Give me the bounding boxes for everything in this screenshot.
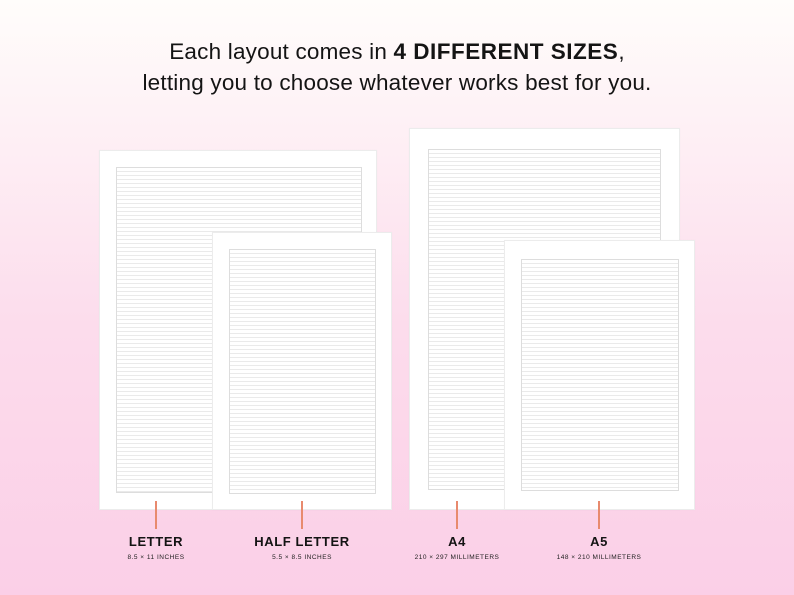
size-dimensions: 148 × 210 MILLIMETERS (556, 554, 642, 561)
a5-label: A5 148 × 210 MILLIMETERS (519, 534, 679, 561)
size-dimensions: 5.5 × 8.5 INCHES (272, 554, 332, 561)
headline-line-2: letting you to choose whatever works bes… (142, 70, 652, 95)
half-letter-tick (301, 501, 303, 529)
a5-tick (598, 501, 600, 529)
size-name: HALF LETTER (254, 534, 350, 549)
headline-punctuation: , (618, 39, 625, 64)
size-name: LETTER (128, 534, 184, 549)
size-dimensions: 8.5 × 11 INCHES (127, 554, 185, 561)
a5-page (504, 240, 695, 510)
headline-line-1: Each layout comes in 4 DIFFERENT SIZES, (0, 36, 794, 67)
half-letter-label: HALF LETTER 5.5 × 8.5 INCHES (222, 534, 382, 561)
a4-label: A4 210 × 297 MILLIMETERS (377, 534, 537, 561)
a4-tick (456, 501, 458, 529)
size-dimensions: 210 × 297 MILLIMETERS (414, 554, 500, 561)
size-name: A4 (448, 534, 466, 549)
letter-label: LETTER 8.5 × 11 INCHES (76, 534, 236, 561)
headline-emphasis: 4 DIFFERENT SIZES (393, 39, 619, 64)
size-name: A5 (590, 534, 608, 549)
half-letter-page (212, 232, 392, 510)
letter-tick (155, 501, 157, 529)
ruled-lines (521, 259, 679, 491)
headline: Each layout comes in 4 DIFFERENT SIZES, … (0, 36, 794, 98)
headline-text: Each layout comes in (169, 39, 394, 64)
ruled-lines (229, 249, 376, 494)
